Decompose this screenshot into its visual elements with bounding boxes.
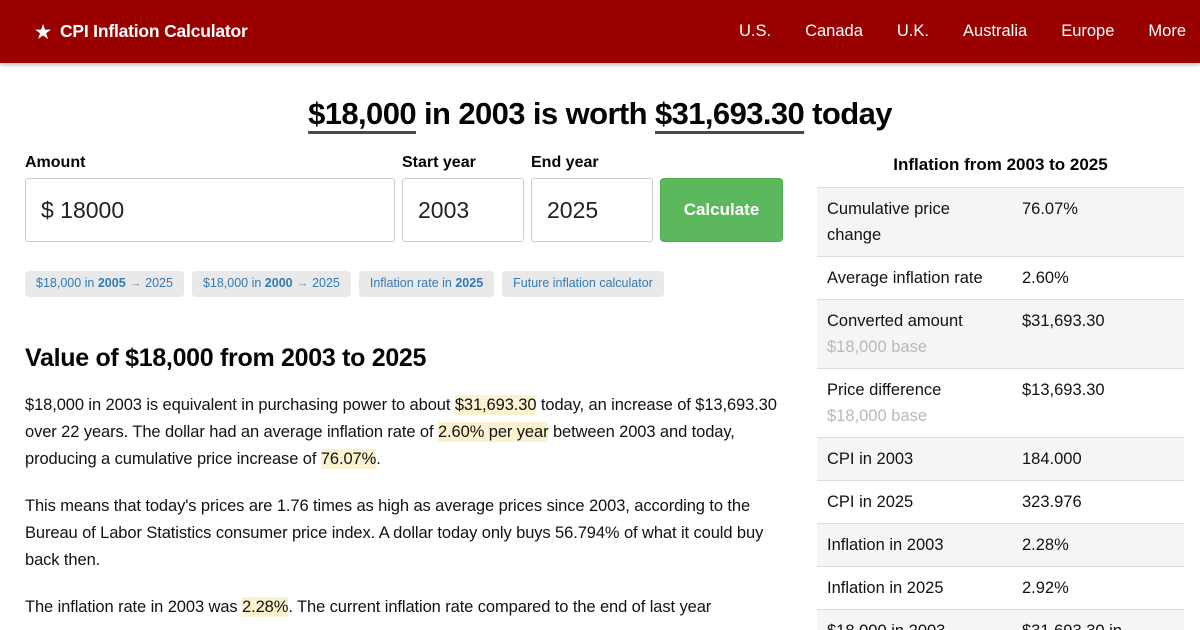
row-label-text: Price difference bbox=[827, 381, 942, 399]
row-value: $31,693.30 bbox=[1022, 312, 1105, 330]
amount-input[interactable] bbox=[25, 178, 395, 242]
row-label: $18,000 in 2003 bbox=[827, 618, 1022, 630]
row-label: Inflation in 2003 bbox=[827, 536, 944, 554]
end-year-label: End year bbox=[531, 154, 599, 171]
chip-link-inflation-rate-2025[interactable]: Inflation rate in 2025 bbox=[358, 271, 495, 297]
page-title: $18,000 in 2003 is worth $31,693.30 toda… bbox=[0, 96, 1200, 132]
chip-text: $18,000 in bbox=[36, 276, 98, 290]
chip-link-2000-to-2025[interactable]: $18,000 in 2000 → 2025 bbox=[191, 271, 351, 297]
end-year-field-group: End year bbox=[531, 154, 653, 242]
row-value: $13,693.30 bbox=[1022, 381, 1105, 399]
row-value: 323.976 bbox=[1022, 493, 1082, 511]
title-amount: $18,000 bbox=[308, 96, 416, 131]
row-value: 2.28% bbox=[1022, 536, 1069, 554]
highlight-avg-rate: 2.60% per year bbox=[437, 421, 549, 442]
start-year-label: Start year bbox=[402, 154, 476, 171]
row-value: 2.60% bbox=[1022, 269, 1069, 287]
start-year-input[interactable] bbox=[402, 178, 524, 242]
nav-item-more[interactable]: More bbox=[1148, 22, 1186, 40]
inflation-summary-table: Inflation from 2003 to 2025 Cumulative p… bbox=[817, 152, 1184, 630]
row-value: 76.07% bbox=[1022, 200, 1078, 218]
chip-text-bold: 2000 bbox=[264, 276, 293, 290]
nav-item-australia[interactable]: Australia bbox=[962, 22, 1028, 40]
start-year-field-group: Start year bbox=[402, 154, 524, 242]
row-label: Average inflation rate bbox=[827, 269, 983, 287]
page-content: Amount Start year End year Calculate $18… bbox=[0, 132, 1200, 630]
paragraph-summary: $18,000 in 2003 is equivalent in purchas… bbox=[25, 392, 783, 473]
chip-text: 2025 bbox=[308, 276, 340, 290]
row-label: Inflation in 2025 bbox=[827, 579, 944, 597]
amount-field-group: Amount bbox=[25, 154, 395, 242]
row-cumulative-price-change: Cumulative price change 76.07% bbox=[817, 187, 1184, 256]
row-label: Cumulative price change bbox=[827, 200, 950, 244]
top-navbar: ★ CPI Inflation Calculator U.S. Canada U… bbox=[0, 0, 1200, 63]
quick-links-row: $18,000 in 2005 → 2025 $18,000 in 2000 →… bbox=[25, 271, 783, 297]
calculator-form: Amount Start year End year Calculate bbox=[25, 154, 783, 242]
row-label-text: Converted amount bbox=[827, 312, 963, 330]
chip-link-future-inflation-calculator[interactable]: Future inflation calculator bbox=[502, 271, 664, 297]
row-converted-amount: Converted amount $18,000 base $31,693.30 bbox=[817, 299, 1184, 368]
main-column: Amount Start year End year Calculate $18… bbox=[25, 132, 783, 621]
text: today, an increase of $13,693.30 over 22… bbox=[25, 395, 777, 441]
calculate-button[interactable]: Calculate bbox=[660, 178, 783, 242]
text: . bbox=[376, 449, 381, 468]
row-label: Converted amount $18,000 base bbox=[827, 308, 1022, 360]
row-label: CPI in 2025 bbox=[827, 493, 914, 511]
arrow-icon: → bbox=[296, 276, 309, 290]
text: between 2003 and today, producing a cumu… bbox=[25, 422, 735, 468]
highlight-converted-amount: $31,693.30 bbox=[454, 394, 537, 415]
row-sublabel: $18,000 base bbox=[827, 338, 928, 356]
row-value: 2.92% bbox=[1022, 579, 1069, 597]
title-mid: in 2003 is worth bbox=[415, 96, 655, 131]
section-heading: Value of $18,000 from 2003 to 2025 bbox=[25, 343, 427, 372]
main-nav: U.S. Canada U.K. Australia Europe More bbox=[739, 22, 1186, 41]
chip-text-bold: 2025 bbox=[455, 276, 484, 290]
nav-item-europe[interactable]: Europe bbox=[1061, 22, 1115, 40]
row-price-difference: Price difference $18,000 base $13,693.30 bbox=[817, 368, 1184, 437]
highlight-cumulative: 76.07% bbox=[320, 448, 377, 469]
chip-text: Inflation rate in bbox=[369, 276, 456, 290]
row-sublabel: $18,000 base bbox=[827, 407, 928, 425]
text: $18,000 in 2003 is equivalent in purchas… bbox=[25, 395, 455, 414]
arrow-icon: → bbox=[129, 276, 142, 290]
row-average-inflation-rate: Average inflation rate 2.60% bbox=[817, 256, 1184, 299]
text: . The current inflation rate compared to… bbox=[288, 597, 712, 616]
title-suffix: today bbox=[804, 96, 892, 131]
chip-text: Future inflation calculator bbox=[513, 276, 653, 290]
chip-text: $18,000 in bbox=[202, 276, 265, 290]
chip-text: 2025 bbox=[141, 276, 173, 290]
row-cpi-2003: CPI in 2003 184.000 bbox=[817, 437, 1184, 480]
highlight-2003-rate: 2.28% bbox=[242, 596, 289, 617]
sidebar-title: Inflation from 2003 to 2025 bbox=[893, 155, 1108, 174]
row-label: CPI in 2003 bbox=[827, 450, 914, 468]
end-year-input[interactable] bbox=[531, 178, 653, 242]
paragraph-buying-power: This means that today's prices are 1.76 … bbox=[25, 496, 764, 569]
chip-link-2005-to-2025[interactable]: $18,000 in 2005 → 2025 bbox=[25, 271, 184, 297]
row-equivalent-value: $18,000 in 2003 $31,693.30 in 2025 bbox=[817, 609, 1184, 630]
brand-label: CPI Inflation Calculator bbox=[59, 21, 248, 41]
row-cpi-2025: CPI in 2025 323.976 bbox=[817, 480, 1184, 523]
star-icon: ★ bbox=[35, 21, 51, 42]
brand-home-link[interactable]: ★ CPI Inflation Calculator bbox=[35, 21, 248, 42]
row-inflation-2025: Inflation in 2025 2.92% bbox=[817, 566, 1184, 609]
nav-item-canada[interactable]: Canada bbox=[805, 22, 863, 40]
row-inflation-2003: Inflation in 2003 2.28% bbox=[817, 523, 1184, 566]
chip-text-bold: 2005 bbox=[97, 276, 126, 290]
paragraph-inflation-rate: The inflation rate in 2003 was 2.28%. Th… bbox=[25, 594, 783, 621]
text: The inflation rate in 2003 was bbox=[25, 597, 243, 616]
row-value: 184.000 bbox=[1022, 450, 1082, 468]
row-value: $31,693.30 in 2025 bbox=[1022, 618, 1152, 630]
title-result: $31,693.30 bbox=[655, 96, 805, 131]
nav-item-uk[interactable]: U.K. bbox=[896, 22, 929, 40]
row-label: Price difference $18,000 base bbox=[827, 377, 1022, 429]
nav-item-us[interactable]: U.S. bbox=[738, 22, 772, 40]
amount-label: Amount bbox=[25, 154, 86, 171]
